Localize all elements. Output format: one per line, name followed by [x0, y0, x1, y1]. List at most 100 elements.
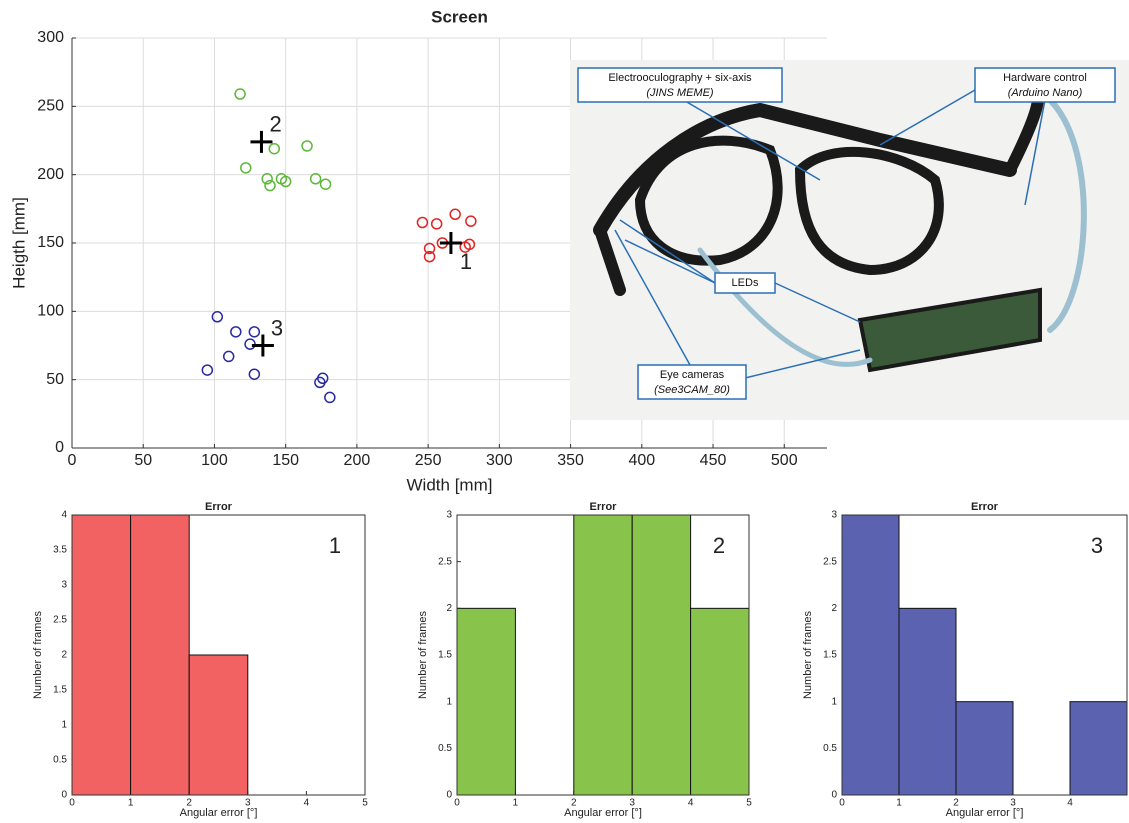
y-tick-label: 150 — [37, 234, 64, 251]
panel-annotation: 3 — [1091, 533, 1103, 558]
scatter-point — [325, 392, 335, 402]
scatter-point — [235, 89, 245, 99]
histogram-bar — [189, 655, 248, 795]
y-tick-label: 1.5 — [438, 650, 452, 661]
x-tick-label: 4 — [688, 798, 694, 809]
y-tick-label: 2 — [446, 603, 452, 614]
histogram-bar — [691, 608, 749, 795]
x-tick-label: 4 — [304, 798, 310, 809]
x-tick-label: 1 — [513, 798, 519, 809]
histogram-bar — [632, 515, 690, 795]
target-cross — [440, 232, 462, 254]
x-tick-label: 5 — [362, 798, 368, 809]
histogram-bar — [899, 608, 956, 795]
histogram-bar — [956, 702, 1013, 795]
scatter-point — [224, 351, 234, 361]
scatter-point — [249, 369, 259, 379]
y-tick-label: 1 — [831, 696, 837, 707]
x-axis-label: Width [mm] — [407, 475, 493, 494]
x-tick-label: 450 — [700, 452, 727, 469]
x-tick-label: 300 — [486, 452, 513, 469]
scatter-point — [466, 216, 476, 226]
x-tick-label: 0 — [69, 798, 75, 809]
figure: 0501001502002503003504004505000501001502… — [0, 0, 1129, 823]
panel-annotation: 2 — [713, 533, 725, 558]
y-axis-label: Number of frames — [417, 610, 429, 699]
y-tick-label: 3 — [61, 580, 67, 591]
y-tick-label: 2.5 — [823, 556, 837, 567]
photo: Electrooculography + six-axis (JINS MEME… — [570, 60, 1129, 420]
x-axis-label: Angular error [°] — [946, 807, 1024, 819]
y-tick-label: 2.5 — [438, 556, 452, 567]
x-tick-label: 250 — [415, 452, 442, 469]
scatter-point — [241, 163, 251, 173]
y-tick-label: 300 — [37, 29, 64, 46]
scatter-point — [231, 327, 241, 337]
chart-title: Screen — [431, 7, 488, 26]
callout-text: Electrooculography + six-axis — [608, 72, 752, 84]
x-tick-label: 350 — [557, 452, 584, 469]
y-tick-label: 1 — [446, 696, 452, 707]
histogram-bar — [131, 515, 190, 795]
y-axis-label: Heigth [mm] — [9, 197, 28, 289]
y-tick-label: 1 — [61, 720, 67, 731]
y-tick-label: 0 — [831, 790, 837, 801]
scatter-point — [269, 144, 279, 154]
callout-text: LEDs — [732, 277, 759, 289]
x-tick-label: 200 — [344, 452, 371, 469]
y-tick-label: 200 — [37, 166, 64, 183]
callout-text: Eye cameras — [660, 369, 725, 381]
histogram-bar — [1070, 702, 1127, 795]
x-tick-label: 100 — [201, 452, 228, 469]
scatter-point — [417, 218, 427, 228]
x-axis-label: Angular error [°] — [564, 807, 642, 819]
x-axis-label: Angular error [°] — [180, 807, 258, 819]
scatter-point — [450, 209, 460, 219]
page: {"chart_data": [ {"type": "scatter", "ti… — [0, 0, 1129, 823]
x-tick-label: 4 — [1067, 798, 1073, 809]
callout-text: (Arduino Nano) — [1008, 87, 1083, 99]
y-tick-label: 250 — [37, 98, 64, 115]
target-label: 1 — [460, 249, 472, 274]
y-tick-label: 1.5 — [823, 650, 837, 661]
y-tick-label: 0 — [446, 790, 452, 801]
x-tick-label: 400 — [628, 452, 655, 469]
y-axis-label: Number of frames — [802, 610, 814, 699]
y-tick-label: 2.5 — [53, 615, 67, 626]
target-label: 2 — [269, 112, 281, 137]
target-label: 3 — [271, 315, 283, 340]
y-tick-label: 3 — [831, 510, 837, 521]
chart-title: Error — [205, 501, 233, 513]
y-tick-label: 50 — [46, 371, 64, 388]
callout-text: (JINS MEME) — [646, 87, 714, 99]
scatter-point — [202, 365, 212, 375]
chart-title: Error — [590, 501, 618, 513]
x-tick-label: 50 — [134, 452, 152, 469]
y-tick-label: 0.5 — [438, 743, 452, 754]
y-tick-label: 100 — [37, 303, 64, 320]
chart-title: Error — [971, 501, 999, 513]
callout-text: Hardware control — [1003, 72, 1087, 84]
x-tick-label: 1 — [896, 798, 902, 809]
scatter-point — [311, 174, 321, 184]
y-tick-label: 1.5 — [53, 685, 67, 696]
y-tick-label: 2 — [61, 650, 67, 661]
x-tick-label: 5 — [746, 798, 752, 809]
histogram-bar — [574, 515, 632, 795]
x-tick-label: 0 — [454, 798, 460, 809]
panel-annotation: 1 — [329, 533, 341, 558]
y-tick-label: 3.5 — [53, 545, 67, 556]
y-tick-label: 0.5 — [823, 743, 837, 754]
histogram-bar — [842, 515, 899, 795]
x-tick-label: 500 — [771, 452, 798, 469]
scatter-point — [249, 327, 259, 337]
x-tick-label: 150 — [272, 452, 299, 469]
histogram-bar — [457, 608, 515, 795]
x-tick-label: 0 — [68, 452, 77, 469]
histogram-bar — [72, 515, 131, 795]
scatter-point — [321, 179, 331, 189]
scatter-point — [302, 141, 312, 151]
scatter-point — [212, 312, 222, 322]
y-tick-label: 4 — [61, 510, 67, 521]
callout-text: (See3CAM_80) — [654, 384, 730, 396]
